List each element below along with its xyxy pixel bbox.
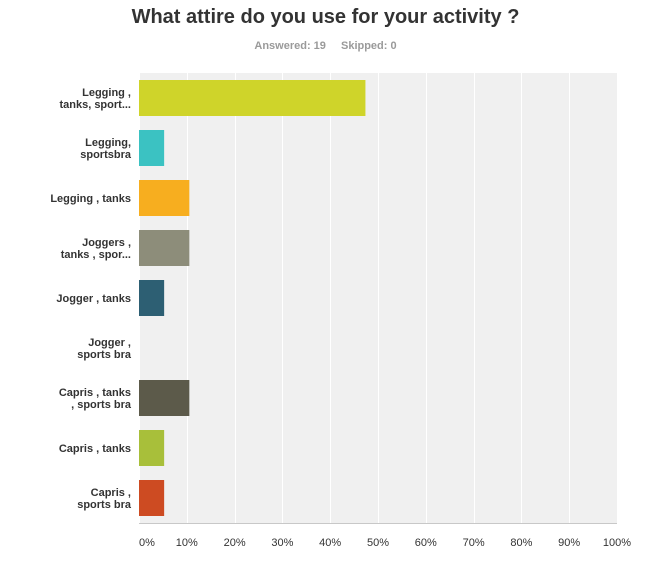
category-label: sports bra [77, 499, 132, 511]
category-label: Jogger , [88, 337, 131, 349]
category-label: , sports bra [71, 399, 132, 411]
answered-count: Answered: 19 [254, 40, 326, 52]
chart-title: What attire do you use for your activity… [131, 6, 520, 28]
x-tick-label: 90% [558, 537, 580, 549]
category-label: tanks, sport... [59, 99, 131, 111]
x-tick-label: 70% [463, 537, 485, 549]
x-tick-label: 30% [271, 537, 293, 549]
bar [139, 380, 190, 416]
bar [139, 230, 190, 266]
category-label: Capris , tanks [59, 443, 131, 455]
category-label: Legging, [85, 137, 131, 149]
category-label: Joggers , [82, 237, 131, 249]
x-tick-label: 40% [319, 537, 341, 549]
bar [139, 280, 165, 316]
x-tick-label: 60% [415, 537, 437, 549]
category-label: Capris , [91, 487, 131, 499]
bar [139, 480, 165, 516]
category-label: Capris , tanks [59, 387, 131, 399]
category-label: tanks , spor... [61, 249, 131, 261]
bar [139, 130, 165, 166]
category-label: sports bra [77, 349, 132, 361]
bar [139, 80, 366, 116]
category-label: Jogger , tanks [56, 293, 131, 305]
category-label: Legging , [82, 87, 131, 99]
x-tick-label: 0% [139, 537, 155, 549]
bar [139, 430, 165, 466]
x-tick-label: 10% [176, 537, 198, 549]
response-summary: Answered: 19 Skipped: 0 [0, 40, 651, 52]
x-tick-label: 20% [224, 537, 246, 549]
x-tick-label: 50% [367, 537, 389, 549]
skipped-count: Skipped: 0 [340, 40, 397, 52]
category-label: Legging , tanks [50, 193, 131, 205]
x-tick-label: 100% [603, 537, 631, 549]
bar [139, 180, 190, 216]
category-label: sportsbra [80, 149, 132, 161]
x-tick-label: 80% [510, 537, 532, 549]
